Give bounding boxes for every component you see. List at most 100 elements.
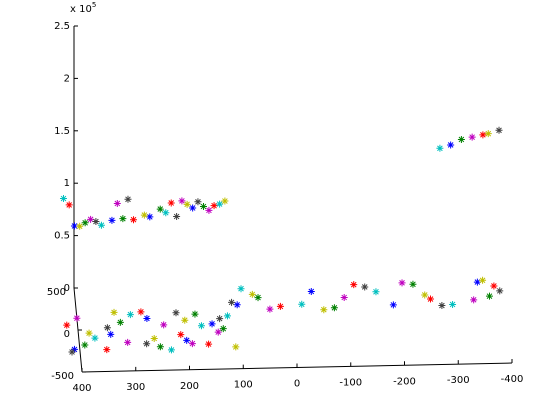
- marker: [214, 328, 222, 336]
- z-tick-label: 1: [64, 178, 70, 189]
- x-tick-label: 300: [126, 382, 145, 393]
- marker: [97, 221, 105, 229]
- marker: [110, 308, 118, 316]
- marker: [221, 197, 229, 205]
- marker: [248, 290, 256, 298]
- marker: [63, 321, 71, 329]
- marker: [85, 329, 93, 337]
- z-tick-label: 2: [64, 73, 70, 84]
- marker: [496, 287, 504, 295]
- z-multiplier: x 105: [70, 1, 96, 15]
- marker: [361, 283, 369, 291]
- marker: [73, 314, 81, 322]
- marker: [350, 281, 358, 289]
- marker: [183, 200, 191, 208]
- marker: [237, 285, 245, 293]
- marker: [156, 205, 164, 213]
- marker: [205, 206, 213, 214]
- marker: [172, 309, 180, 317]
- marker: [276, 302, 284, 310]
- marker: [484, 130, 492, 138]
- marker: [216, 200, 224, 208]
- marker: [81, 341, 89, 349]
- marker: [150, 335, 158, 343]
- marker: [479, 131, 487, 139]
- x-tick-label: 200: [180, 381, 199, 392]
- marker: [143, 314, 151, 322]
- marker: [137, 308, 145, 316]
- marker: [208, 320, 216, 328]
- x-tick-label: 100: [234, 380, 253, 391]
- marker: [160, 321, 168, 329]
- marker: [70, 222, 78, 230]
- x-tick-label: -300: [447, 375, 470, 386]
- marker: [124, 195, 132, 203]
- marker: [126, 311, 134, 319]
- marker: [199, 203, 207, 210]
- marker: [59, 195, 67, 203]
- z-tick-label: 1.5: [54, 126, 70, 137]
- marker: [162, 209, 170, 217]
- marker: [210, 202, 218, 210]
- z-tick-label: 2.5: [54, 21, 70, 32]
- x-tick-label: 0: [294, 379, 300, 390]
- marker: [130, 216, 138, 224]
- marker: [409, 280, 417, 288]
- marker: [189, 204, 197, 212]
- marker: [183, 336, 191, 344]
- marker: [232, 343, 240, 351]
- marker: [103, 346, 111, 354]
- marker: [298, 300, 306, 308]
- marker: [340, 293, 348, 301]
- marker: [181, 316, 189, 324]
- marker: [490, 282, 498, 290]
- marker: [470, 296, 478, 304]
- marker: [156, 343, 164, 351]
- z-multiplier-base: x 10: [70, 4, 92, 15]
- marker: [307, 287, 315, 295]
- marker: [473, 278, 481, 286]
- marker: [372, 288, 380, 296]
- marker: [167, 199, 175, 207]
- marker: [427, 295, 435, 303]
- x-tick-label: -400: [501, 374, 524, 385]
- marker: [223, 312, 231, 320]
- marker: [173, 212, 181, 220]
- y-tick-label: 500: [47, 287, 66, 298]
- marker: [103, 324, 111, 332]
- marker: [146, 213, 154, 221]
- z-multiplier-exponent: 5: [92, 1, 96, 9]
- marker: [438, 302, 446, 310]
- marker: [219, 325, 227, 333]
- x-tick-label: -100: [339, 377, 362, 388]
- marker: [495, 126, 503, 134]
- marker: [436, 144, 444, 152]
- marker: [119, 215, 127, 223]
- marker: [479, 276, 487, 284]
- marker: [197, 322, 205, 330]
- marker: [167, 346, 175, 354]
- marker: [76, 222, 84, 230]
- marker: [254, 294, 262, 302]
- marker: [68, 348, 76, 356]
- marker: [468, 133, 476, 141]
- marker: [177, 331, 185, 339]
- marker: [143, 340, 151, 348]
- marker: [116, 318, 124, 326]
- marker: [457, 135, 465, 143]
- marker: [81, 219, 89, 227]
- x-tick-label: 400: [72, 383, 91, 394]
- marker: [320, 306, 328, 314]
- marker: [140, 211, 148, 219]
- z-tick-label: 0.5: [54, 231, 70, 242]
- marker: [205, 340, 213, 348]
- marker: [449, 300, 457, 308]
- marker: [188, 340, 196, 348]
- marker: [108, 216, 116, 224]
- y-tick-label: 0: [64, 329, 70, 340]
- marker: [70, 345, 78, 353]
- marker: [191, 310, 199, 318]
- y-tick-label: -500: [51, 371, 74, 382]
- marker: [124, 338, 132, 346]
